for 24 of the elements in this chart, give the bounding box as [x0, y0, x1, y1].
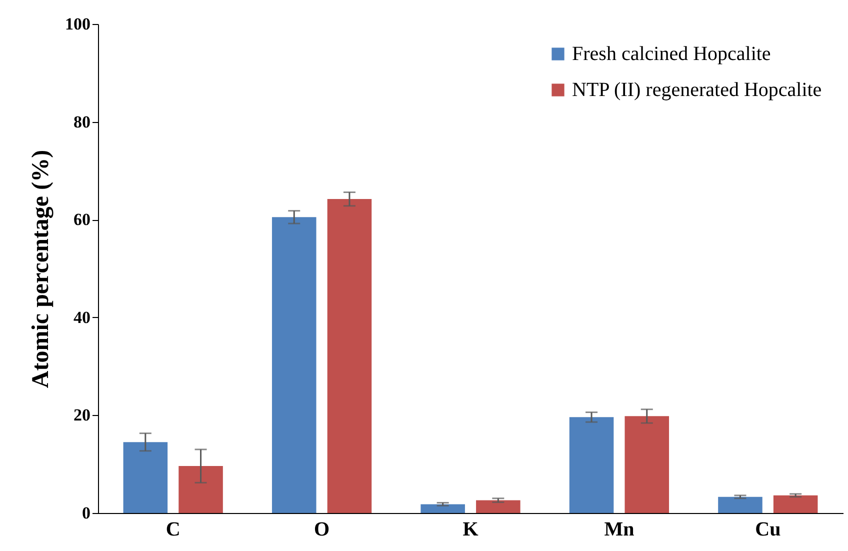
bar: [773, 495, 818, 513]
legend-label: Fresh calcined Hopcalite: [572, 43, 771, 65]
y-tick-label: 40: [74, 308, 90, 327]
x-tick-label: C: [166, 518, 180, 540]
x-tick-label: O: [314, 518, 330, 540]
x-tick-label: K: [462, 518, 479, 540]
bar: [624, 416, 670, 513]
bar: [272, 217, 316, 513]
x-tick-label: Cu: [755, 518, 781, 540]
legend-label: NTP (II) regenerated Hopcalite: [572, 79, 822, 101]
bar: [476, 500, 520, 513]
y-tick-label: 80: [74, 112, 90, 132]
bar: [420, 504, 465, 513]
bar: [178, 466, 223, 513]
bar: [718, 496, 762, 513]
y-tick-label: 0: [82, 504, 90, 522]
y-tick-label: 100: [65, 14, 90, 34]
x-tick-label: Mn: [604, 518, 634, 540]
bar: [123, 442, 168, 513]
bar: [569, 417, 614, 513]
bar: [327, 199, 372, 513]
y-tick-label: 60: [74, 210, 90, 230]
y-axis-title: Atomic percentage (%): [28, 150, 54, 388]
y-tick-label: 20: [74, 406, 90, 425]
